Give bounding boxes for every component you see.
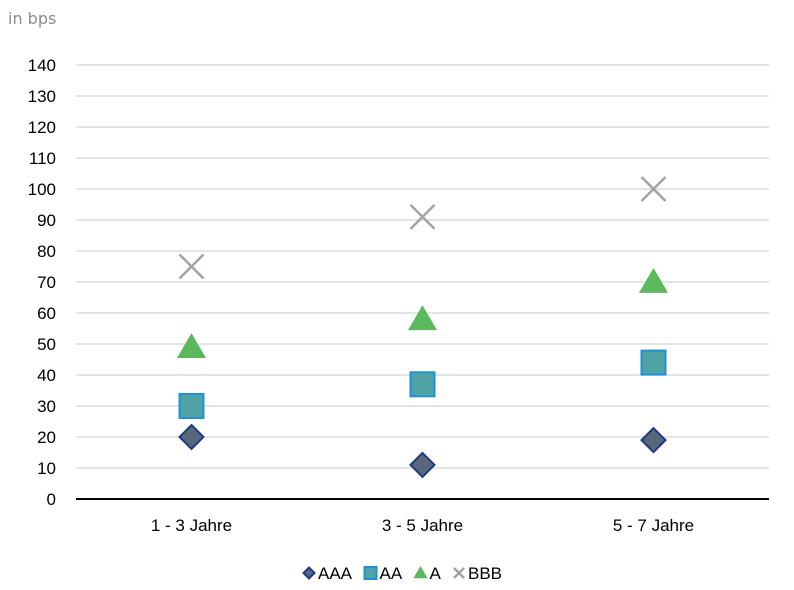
point-a [407,305,438,331]
legend-label: AAA [318,564,353,583]
point-bbb [640,176,667,202]
legend-marker-aaa [302,566,316,580]
data-points [176,176,669,479]
x-category-label: 3 - 5 Jahre [382,516,463,535]
legend-marker-a [413,566,428,579]
point-aaa [178,423,205,451]
legend-marker-bbb [453,567,465,579]
y-tick-label: 140 [28,56,56,75]
point-bbb [178,253,205,280]
y-tick-label: 0 [47,490,56,509]
y-tick-label: 10 [37,459,56,478]
unit-label: in bps [8,9,56,28]
legend-label: AA [380,564,403,583]
y-axis-ticks: 0 10 20 30 40 50 60 70 80 90 100 110 120 130 140 [28,56,56,509]
point-aa [409,371,436,398]
x-category-label: 1 - 3 Jahre [151,516,232,535]
point-aaa [409,451,436,479]
legend-item-bbb: BBB [453,564,502,583]
point-bbb [409,204,436,230]
legend-item-aa: AA [363,564,403,583]
legend: AAA AA A BBB [302,564,502,583]
y-tick-label: 100 [28,180,56,199]
point-aa [178,393,205,419]
y-tick-label: 60 [37,304,56,323]
x-axis-categories: 1 - 3 Jahre 3 - 5 Jahre 5 - 7 Jahre [151,516,694,535]
point-a [176,333,207,358]
legend-item-a: A [413,564,442,583]
y-tick-label: 80 [37,242,56,261]
point-a [638,268,669,293]
y-tick-label: 30 [37,397,56,416]
legend-label: BBB [468,564,502,583]
y-tick-label: 110 [29,149,56,168]
y-tick-label: 90 [37,211,56,230]
y-tick-label: 20 [37,428,56,447]
y-tick-label: 40 [37,366,56,385]
legend-item-aaa: AAA [302,564,353,583]
legend-label: A [430,564,442,583]
y-tick-label: 130 [28,87,56,106]
y-tick-label: 70 [37,273,56,292]
point-aaa [640,426,667,454]
y-tick-label: 120 [28,118,56,137]
y-tick-label: 50 [37,335,56,354]
legend-marker-aa [363,566,378,580]
x-category-label: 5 - 7 Jahre [613,516,694,535]
point-aa [640,349,667,376]
